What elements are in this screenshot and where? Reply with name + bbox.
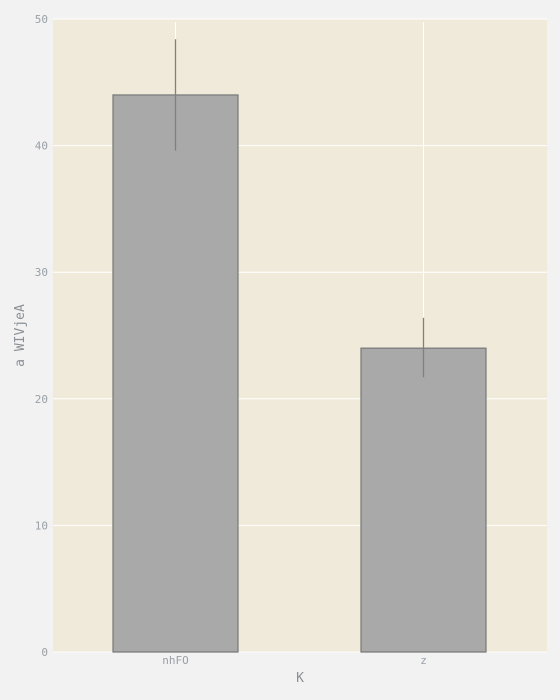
y-axis-title: a WIVjeA bbox=[13, 304, 28, 367]
y-tick-label: 0 bbox=[41, 646, 48, 659]
x-tick-label: nhFO bbox=[162, 654, 189, 667]
y-tick-label: 20 bbox=[35, 393, 48, 406]
y-tick-label: 10 bbox=[35, 519, 48, 532]
bar-nhfo bbox=[112, 94, 239, 653]
x-axis: nhFO z bbox=[162, 654, 427, 667]
x-tick-label: z bbox=[420, 654, 427, 667]
y-tick-label: 50 bbox=[35, 13, 48, 26]
bar-z bbox=[360, 347, 487, 653]
bars bbox=[112, 94, 487, 653]
y-tick-label: 40 bbox=[35, 140, 48, 153]
y-tick-label: 30 bbox=[35, 266, 48, 279]
error-bars bbox=[174, 39, 425, 378]
y-axis: 0 10 20 30 40 50 bbox=[35, 13, 48, 659]
x-axis-title: K bbox=[296, 671, 304, 686]
